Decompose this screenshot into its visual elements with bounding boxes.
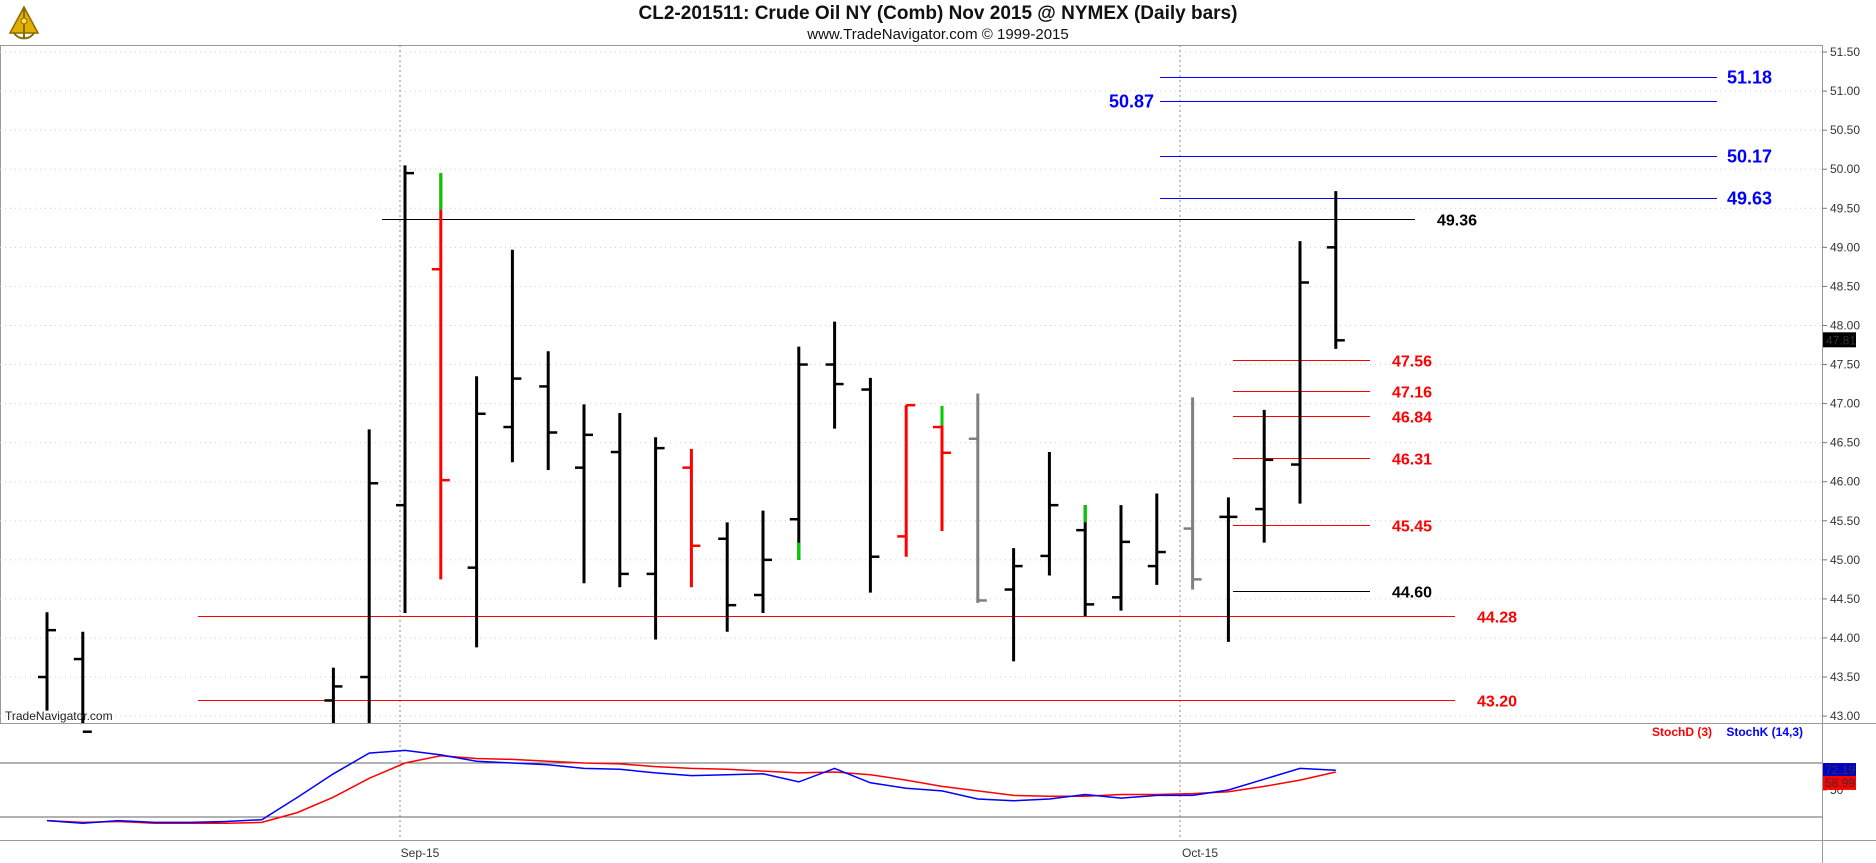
level-label: 44.28 — [1477, 610, 1517, 627]
level-label: 46.31 — [1392, 452, 1432, 469]
y-tick-label: 46.50 — [1830, 436, 1860, 450]
watermark-text: TradeNavigator.com — [5, 709, 113, 723]
y-tick-label: 49.50 — [1830, 201, 1860, 215]
y-tick-label: 50.00 — [1830, 162, 1860, 176]
chart-header: CL2-201511: Crude Oil NY (Comb) Nov 2015… — [0, 0, 1876, 45]
y-tick-label: 51.00 — [1830, 84, 1860, 98]
y-tick-label: 43.00 — [1830, 709, 1860, 723]
stochd-last-label: 58.99 — [1825, 776, 1855, 790]
level-label: 46.84 — [1392, 410, 1432, 427]
legend-stochd: StochD (3) — [1652, 725, 1712, 739]
y-tick-label: 51.50 — [1830, 45, 1860, 59]
level-label: 51.18 — [1727, 68, 1772, 88]
level-label: 50.17 — [1727, 147, 1772, 167]
y-tick-label: 44.00 — [1830, 631, 1860, 645]
x-tick-label: Sep-15 — [401, 846, 440, 860]
y-tick-label: 43.50 — [1830, 670, 1860, 684]
level-label: 45.45 — [1392, 519, 1432, 536]
y-tick-label: 45.00 — [1830, 553, 1860, 567]
y-tick-label: 50.50 — [1830, 123, 1860, 137]
price-panel-frame — [0, 45, 1823, 724]
y-tick-label: 45.50 — [1830, 514, 1860, 528]
y-tick-label: 48.00 — [1830, 318, 1860, 332]
last-price-label: 47.81 — [1826, 333, 1856, 347]
stochd-line — [46, 755, 1336, 825]
level-label: 49.63 — [1727, 189, 1772, 209]
y-tick-label: 49.00 — [1830, 240, 1860, 254]
x-tick-label: Oct-15 — [1182, 846, 1218, 860]
level-label: 47.16 — [1392, 385, 1432, 402]
last-price-box — [1823, 332, 1856, 348]
level-label: 44.60 — [1392, 585, 1432, 602]
chart-subtitle: www.TradeNavigator.com © 1999-2015 — [807, 26, 1069, 43]
level-label: 49.36 — [1437, 213, 1477, 230]
stochk-last-label: 72.19 — [1825, 763, 1855, 777]
level-label: 47.56 — [1392, 354, 1432, 371]
stochd-last-box — [1823, 775, 1856, 790]
y-tick-label: 44.50 — [1830, 592, 1860, 606]
legend-stochk: StochK (14,3) — [1726, 725, 1803, 739]
y-tick-label: 48.50 — [1830, 279, 1860, 293]
level-label: 50.87 — [1109, 92, 1154, 112]
y-tick-label: 47.50 — [1830, 358, 1860, 372]
stochk-last-box — [1823, 763, 1856, 778]
y-tick-label: 47.00 — [1830, 397, 1860, 411]
sextant-icon — [8, 5, 40, 40]
y-tick-label: 46.00 — [1830, 475, 1860, 489]
chart-title: CL2-201511: Crude Oil NY (Comb) Nov 2015… — [638, 3, 1238, 24]
stochk-line — [46, 749, 1336, 825]
level-label: 43.20 — [1477, 694, 1517, 711]
